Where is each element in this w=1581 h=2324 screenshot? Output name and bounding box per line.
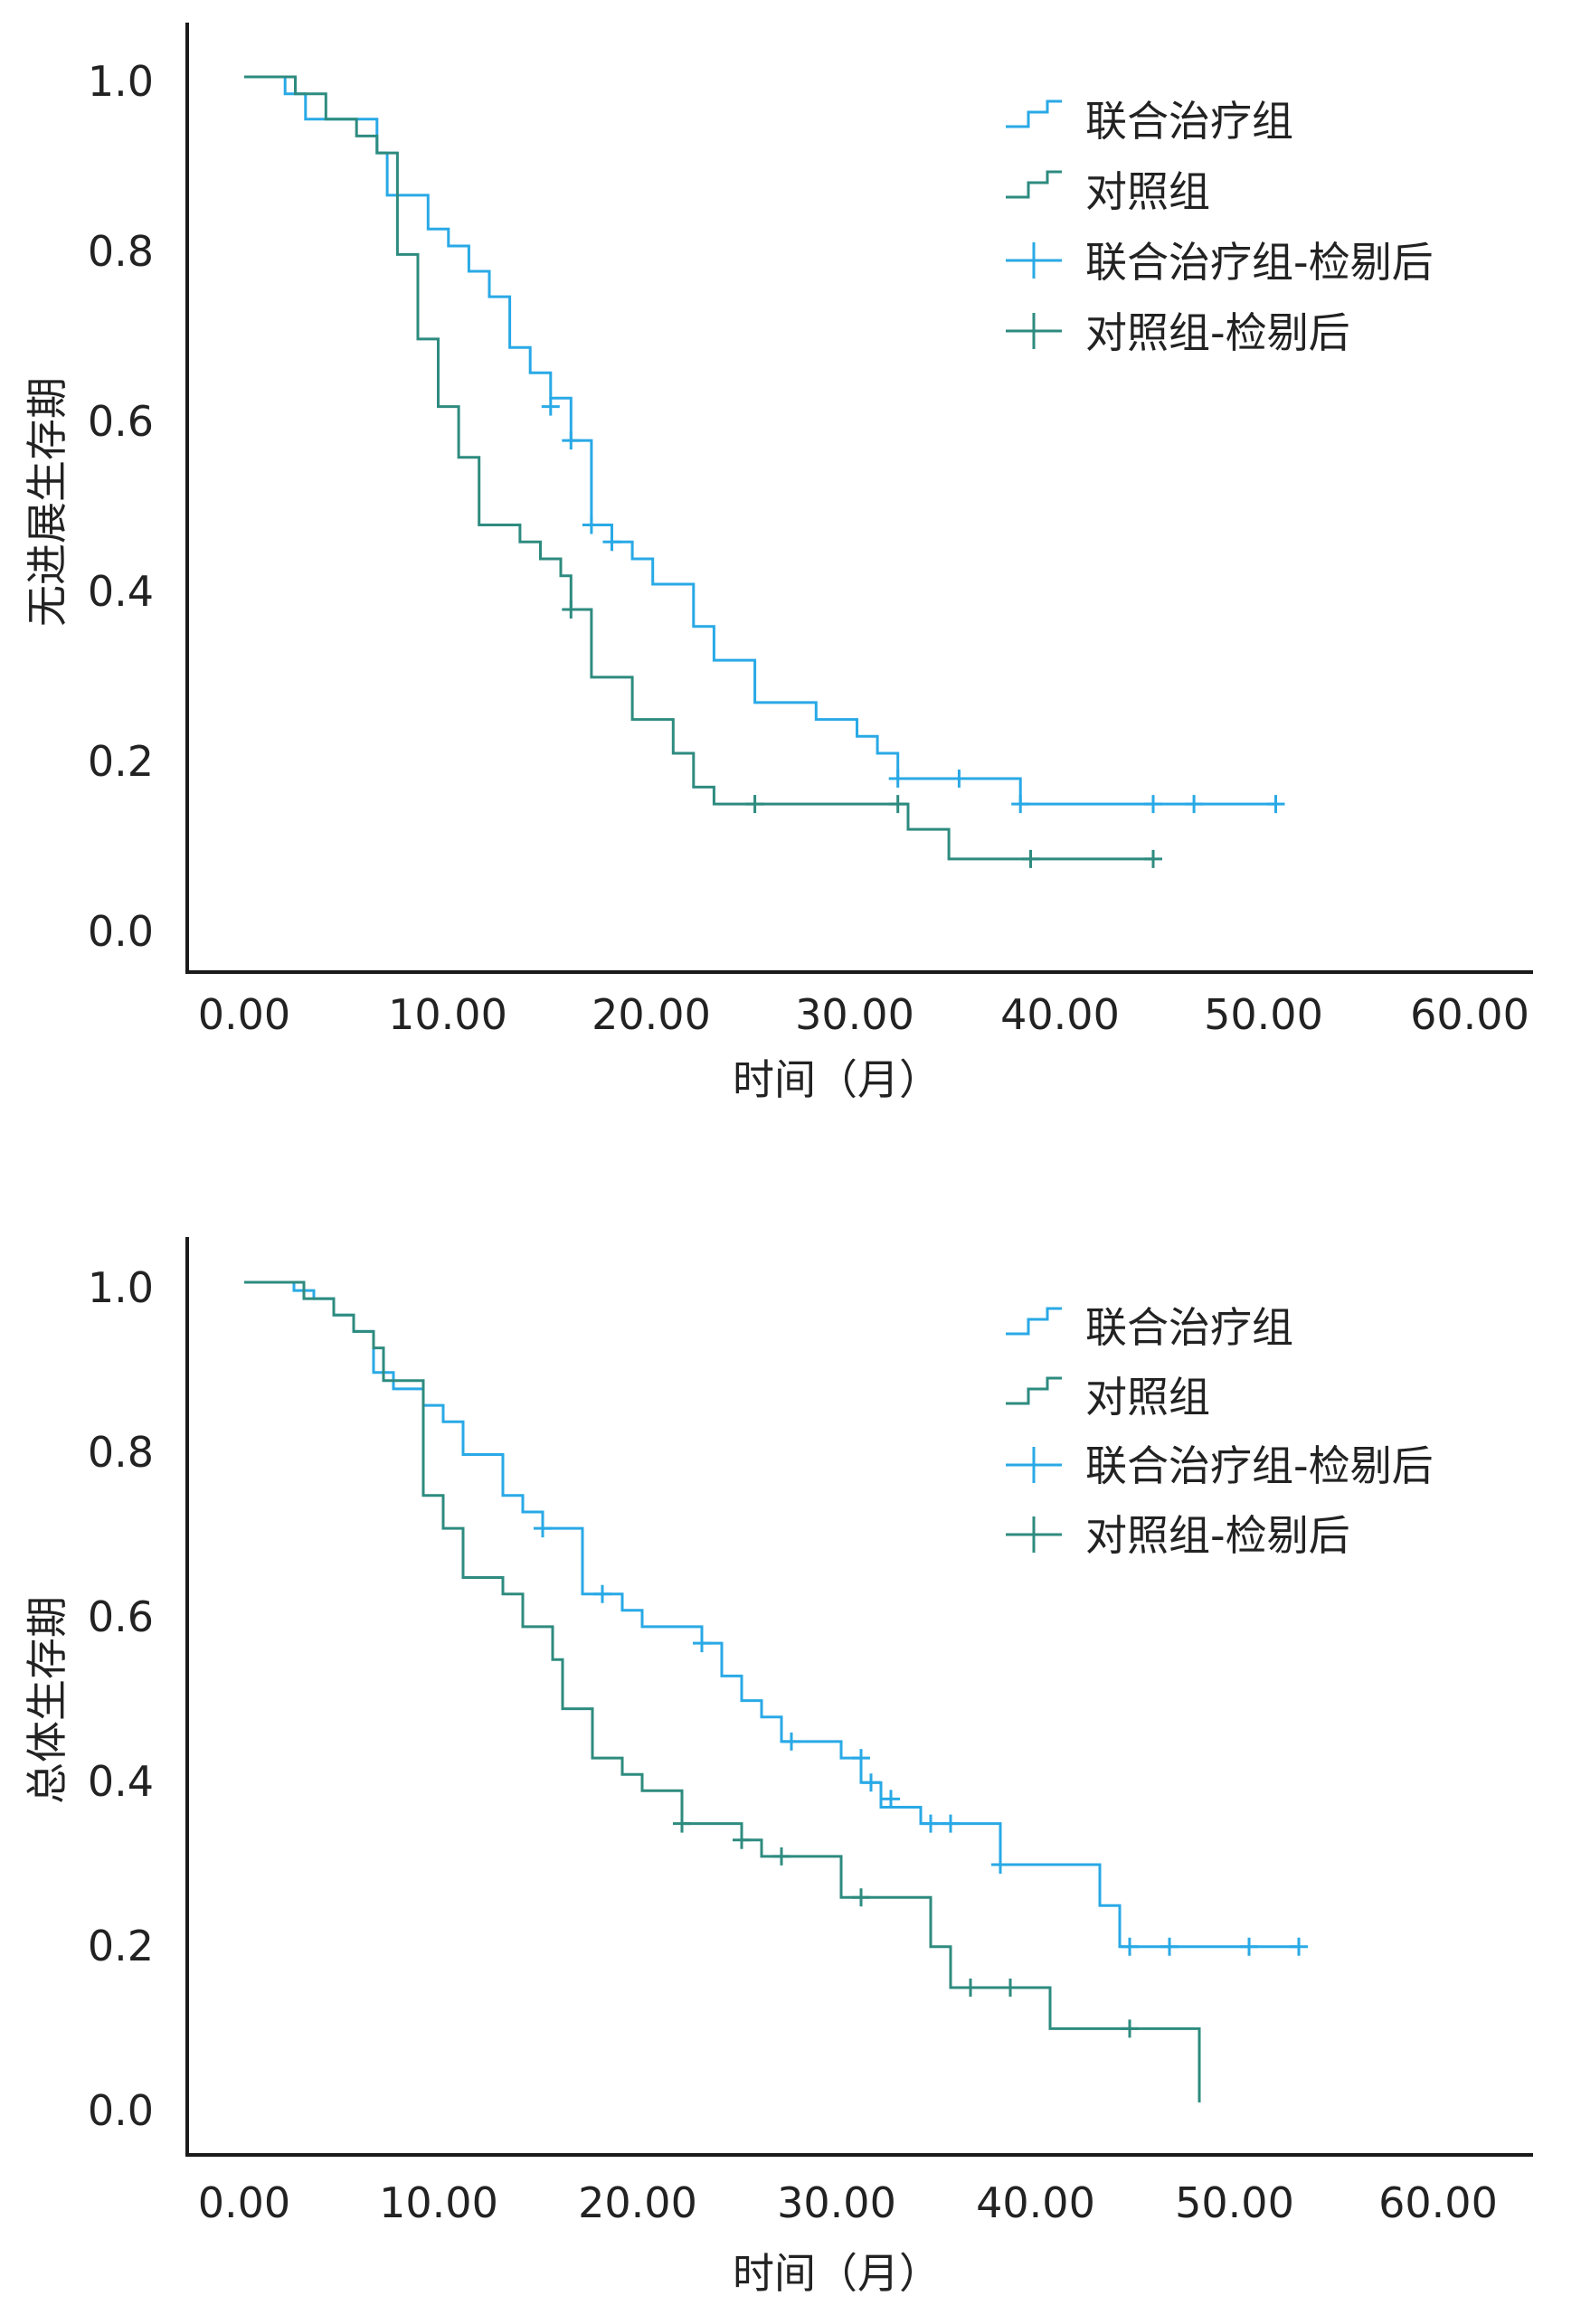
- pfs-x-tick-label: 40.00: [1000, 990, 1120, 1039]
- legend-censor-treatment: [1006, 242, 1062, 279]
- legend-label: 对照组: [1085, 1373, 1210, 1422]
- os-censor-mark-treatment: [852, 1749, 870, 1768]
- pfs-censor-mark-control: [1144, 849, 1162, 868]
- pfs-y-tick-label: 0.2: [88, 737, 154, 786]
- pfs-censor-mark-treatment: [1144, 795, 1162, 814]
- pfs-y-tick-label: 0.6: [88, 397, 154, 446]
- os-censor-mark-treatment: [1160, 1937, 1179, 1956]
- os-y-tick-label: 0.4: [88, 1757, 154, 1806]
- legend-swatch-control: [1006, 170, 1062, 199]
- os-x-tick-label: 50.00: [1175, 2178, 1294, 2227]
- os-x-tick-label: 0.00: [198, 2178, 290, 2227]
- pfs-censor-mark-treatment: [1185, 795, 1204, 814]
- pfs-censor-mark-treatment: [541, 397, 560, 416]
- os-x-tick-label: 40.00: [976, 2178, 1095, 2227]
- pfs-censor-mark-treatment: [950, 770, 969, 788]
- pfs-censor-mark-control: [888, 795, 907, 814]
- legend-censor-treatment: [1006, 1447, 1062, 1483]
- os-y-axis-title: 总体生存期: [23, 1596, 71, 1804]
- pfs-censor-mark-treatment: [888, 770, 907, 788]
- os-censor-mark-treatment: [693, 1634, 711, 1653]
- os-curve-control: [244, 1280, 1201, 2102]
- pfs-x-tick-label: 50.00: [1204, 990, 1323, 1039]
- os-x-tick-label: 30.00: [777, 2178, 896, 2227]
- os-censor-mark-treatment: [991, 1856, 1009, 1874]
- os-legend: 联合治疗组 对照组 联合治疗组-检剔后 对照组-检剔后: [1006, 1303, 1434, 1560]
- pfs-censor-mark-treatment: [562, 431, 581, 450]
- pfs-chart: 0.0 0.2 0.4 0.6 0.8 1.0 0.00 10.00 20.00…: [23, 23, 1533, 1104]
- legend-censor-control: [1006, 313, 1062, 349]
- os-curves: [244, 1280, 1308, 2102]
- pfs-censor-mark-treatment: [602, 533, 621, 552]
- os-x-tick-label: 60.00: [1378, 2178, 1498, 2227]
- pfs-x-tick-label: 0.00: [198, 990, 290, 1039]
- pfs-x-tick-label: 60.00: [1410, 990, 1529, 1039]
- os-censor-mark-treatment: [862, 1773, 880, 1792]
- legend-label: 对照组: [1085, 167, 1210, 216]
- pfs-curves: [244, 75, 1285, 868]
- os-x-tick-label: 20.00: [578, 2178, 697, 2227]
- legend-censor-control: [1006, 1516, 1062, 1553]
- os-censor-mark-treatment: [882, 1790, 900, 1809]
- legend-swatch-treatment: [1006, 1307, 1062, 1336]
- pfs-y-tick-label: 0.8: [88, 227, 154, 276]
- pfs-censor-mark-treatment: [582, 515, 601, 534]
- os-censor-mark-treatment: [782, 1732, 800, 1751]
- os-censor-mark-control: [733, 1830, 751, 1849]
- os-censor-mark-treatment: [942, 1814, 960, 1833]
- pfs-x-tick-label: 20.00: [592, 990, 711, 1039]
- legend-label: 联合治疗组-检剔后: [1085, 1441, 1434, 1490]
- os-y-tick-label: 0.6: [88, 1592, 154, 1641]
- pfs-curve-treatment: [244, 75, 1276, 806]
- pfs-y-tick-label: 0.4: [88, 567, 154, 616]
- legend-swatch-control: [1006, 1376, 1062, 1405]
- os-censor-mark-control: [1121, 2019, 1139, 2038]
- os-censor-mark-treatment: [593, 1584, 611, 1603]
- legend-label: 联合治疗组-检剔后: [1085, 238, 1434, 287]
- pfs-y-tick-label: 1.0: [88, 57, 154, 106]
- os-censor-mark-control: [772, 1847, 790, 1866]
- os-censor-mark-treatment: [1290, 1937, 1308, 1956]
- pfs-x-tick-label: 10.00: [388, 990, 507, 1039]
- os-y-tick-label: 0.2: [88, 1922, 154, 1970]
- legend-label: 对照组-检剔后: [1085, 1511, 1350, 1560]
- pfs-legend: 联合治疗组 对照组 联合治疗组-检剔后 对照组-检剔后: [1006, 97, 1434, 357]
- os-y-tick-label: 0.0: [88, 2086, 154, 2135]
- legend-swatch-treatment: [1006, 99, 1062, 128]
- legend-label: 联合治疗组: [1085, 1303, 1293, 1352]
- os-y-tick-label: 1.0: [88, 1263, 154, 1312]
- pfs-x-tick-label: 30.00: [795, 990, 914, 1039]
- os-censor-mark-control: [1001, 1979, 1019, 1997]
- os-x-tick-label: 10.00: [379, 2178, 498, 2227]
- pfs-curve-control: [244, 75, 1153, 861]
- os-y-tick-label: 0.8: [88, 1428, 154, 1477]
- os-censor-mark-treatment: [922, 1814, 940, 1833]
- pfs-censor-mark-control: [562, 600, 581, 619]
- pfs-censor-mark-treatment: [1011, 795, 1030, 814]
- legend-label: 对照组-检剔后: [1085, 308, 1350, 357]
- os-censor-mark-treatment: [1240, 1937, 1258, 1956]
- os-x-axis-title: 时间（月）: [733, 2249, 941, 2298]
- pfs-censor-mark-control: [1021, 849, 1040, 868]
- pfs-censor-mark-control: [745, 795, 764, 814]
- legend-label: 联合治疗组: [1085, 97, 1293, 146]
- os-chart: 0.0 0.2 0.4 0.6 0.8 1.0 0.00 10.00 20.00…: [23, 1237, 1533, 2298]
- os-censor-mark-control: [852, 1888, 870, 1907]
- pfs-y-axis-title: 无进展生存期: [23, 377, 71, 627]
- os-censor-mark-treatment: [1121, 1937, 1139, 1956]
- pfs-x-axis-title: 时间（月）: [733, 1055, 941, 1104]
- os-censor-mark-treatment: [534, 1519, 552, 1538]
- os-censor-mark-control: [673, 1814, 691, 1833]
- pfs-censor-mark-treatment: [1266, 795, 1285, 814]
- pfs-y-tick-label: 0.0: [88, 907, 154, 956]
- os-censor-mark-control: [961, 1979, 980, 1997]
